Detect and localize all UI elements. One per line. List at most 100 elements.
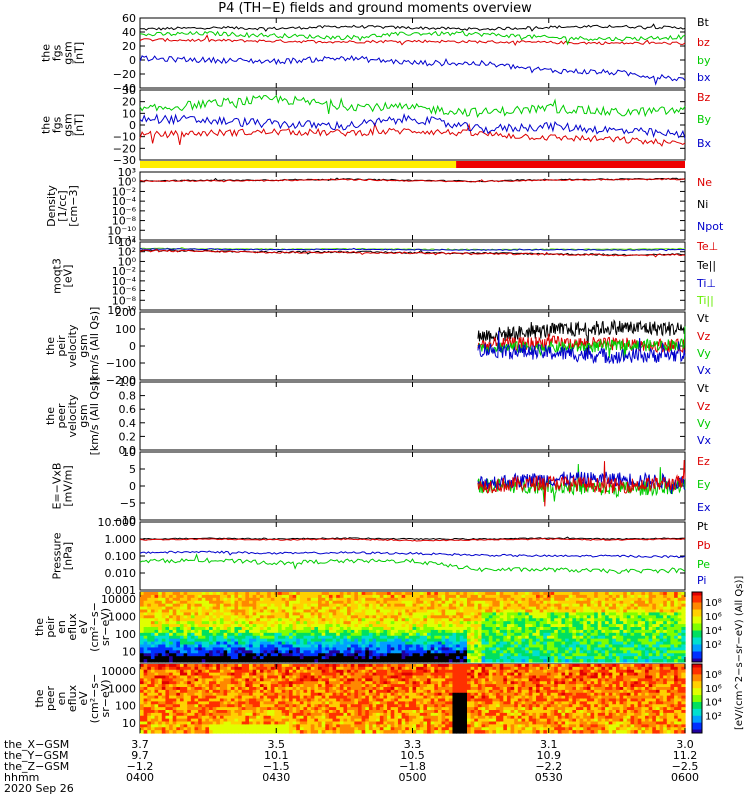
colorbar-label: [eV/(cm^2−s−sr−eV) (All Qs)] [734,576,745,730]
x-axis-row-label: hhmm [4,771,39,784]
y-axis-label: the [40,116,53,134]
y-tick-label: 1000 [108,611,136,624]
colorbar-tick-label: 10⁶ [705,684,722,695]
y-tick-label: 10⁰ [118,255,137,268]
legend-entry: bx [697,71,711,84]
mode-bar-segment [140,161,457,168]
legend-entry: Vy [697,417,711,430]
y-tick-label: 100 [115,323,136,336]
y-tick-label: 20 [122,40,136,53]
y-tick-label: 0.010 [105,567,137,580]
y-axis-label: the [44,407,57,425]
y-tick-label: 10² [118,246,136,259]
y-axis-label: [eV] [62,265,75,288]
legend-entry: Te⊥ [696,240,718,253]
y-axis-label: eV [77,619,90,634]
panel-6: 200 100 0 −100 −200 Vt Vz Vy Vx thepeirvelocitygs… [44,306,712,387]
y-axis-label: E=−VxB [51,463,64,510]
legend-entry: Vx [697,364,712,377]
y-tick-label: 10 [122,107,136,120]
x-tick-label: −1.8 [399,760,426,773]
y-tick-label: 0 [129,119,136,132]
y-tick-label: 0 [129,54,136,67]
series-line-Vt [477,318,686,355]
series-line-Te⊥ [139,248,686,258]
y-axis-label: [cm−3] [67,185,80,227]
x-tick-label: 0430 [262,771,290,784]
panel-frame [139,171,686,241]
y-axis-label: the [40,44,53,62]
y-tick-label: 10⁻⁸ [112,294,137,307]
series-line-Bt [140,23,686,32]
y-tick-label: 10 [122,646,136,659]
y-axis-label: fgs [51,44,64,61]
y-axis-label: (cm²−s− [88,602,101,652]
panel-frame [139,381,686,451]
y-axis-label: peer [55,403,68,429]
colorbar [691,591,703,663]
x-tick-label: −2.2 [535,760,562,773]
y-axis-label: gsm [62,113,75,136]
panel-8: 10 5 0 −5 −10 Ez Ey Ex E=−VxB[mV/m] [51,446,711,527]
legend-entry: Vx [697,434,712,447]
y-tick-label: 40 [122,26,136,39]
y-axis-label: velocity [66,324,79,367]
y-tick-label: 100 [115,700,136,713]
legend-entry: Te|| [696,259,716,272]
legend-entry: Bz [697,91,711,104]
y-axis-label: the [44,337,57,355]
colorbar-tick-label: 10⁶ [705,612,722,623]
y-tick-label: 0.0 [119,444,137,457]
y-axis-label: sr−eV) [99,608,112,646]
y-axis-label: peer [44,686,57,712]
y-axis-label: moqt3 [51,258,64,294]
series-line-Ex [477,471,686,495]
legend-entry: Ex [697,501,711,514]
y-tick-label: 0 [129,340,136,353]
y-tick-label: 0.8 [119,390,137,403]
series-line-Pt [139,536,686,541]
y-axis-label: [nPa] [62,542,75,570]
y-axis-label: peir [44,616,57,638]
x-tick-label: −1.2 [127,760,154,773]
series-line-bx [139,54,686,86]
y-tick-label: −40 [113,82,136,95]
y-tick-label: 10⁻² [112,265,136,278]
y-tick-label: 10⁻¹⁰ [107,304,136,317]
y-axis-label: fgs [51,116,64,133]
y-tick-label: 60 [122,12,136,25]
colorbar-tick-label: 10⁸ [705,598,722,609]
legend-entry: Ti|| [696,294,714,307]
colorbar-tick-label: 10⁴ [705,698,722,709]
legend-entry: Pt [697,520,709,533]
mode-bar-segment [456,161,685,168]
colorbar-tick-label: 10² [705,640,722,651]
y-tick-label: 1.000 [105,533,137,546]
y-axis-label: gsm [77,404,90,427]
panel-10: 10000 1000 100 10 10⁸ 10⁶ 10⁴ 10² [eV/(cm^2−s−sr… [33,576,745,730]
y-tick-label: 10⁰ [118,176,137,189]
x-tick-label: 9.7 [131,749,149,762]
spectrogram-ions [140,592,686,663]
series-line-Bx [139,113,686,139]
x-tick-label: 3.0 [676,738,694,751]
y-axis-label: en [55,620,68,634]
y-axis-label: (cm²−s− [88,674,101,724]
legend-entry: Bt [697,16,710,29]
series-line-Ez [477,459,686,507]
x-tick-label: 3.1 [540,738,558,751]
x-tick-label: 3.5 [268,738,286,751]
legend-entry: bz [697,36,710,49]
y-tick-label: −200 [106,374,136,387]
y-tick-label: 10⁻⁴ [112,195,137,208]
y-axis-label: peir [55,335,68,357]
y-axis-label: velocity [66,394,79,437]
series-line-Pe [139,553,686,574]
y-axis-label: [1/cc] [56,190,69,221]
y-tick-label: 10⁻² [112,185,136,198]
plot-title: P4 (TH−E) fields and ground moments over… [218,1,532,16]
